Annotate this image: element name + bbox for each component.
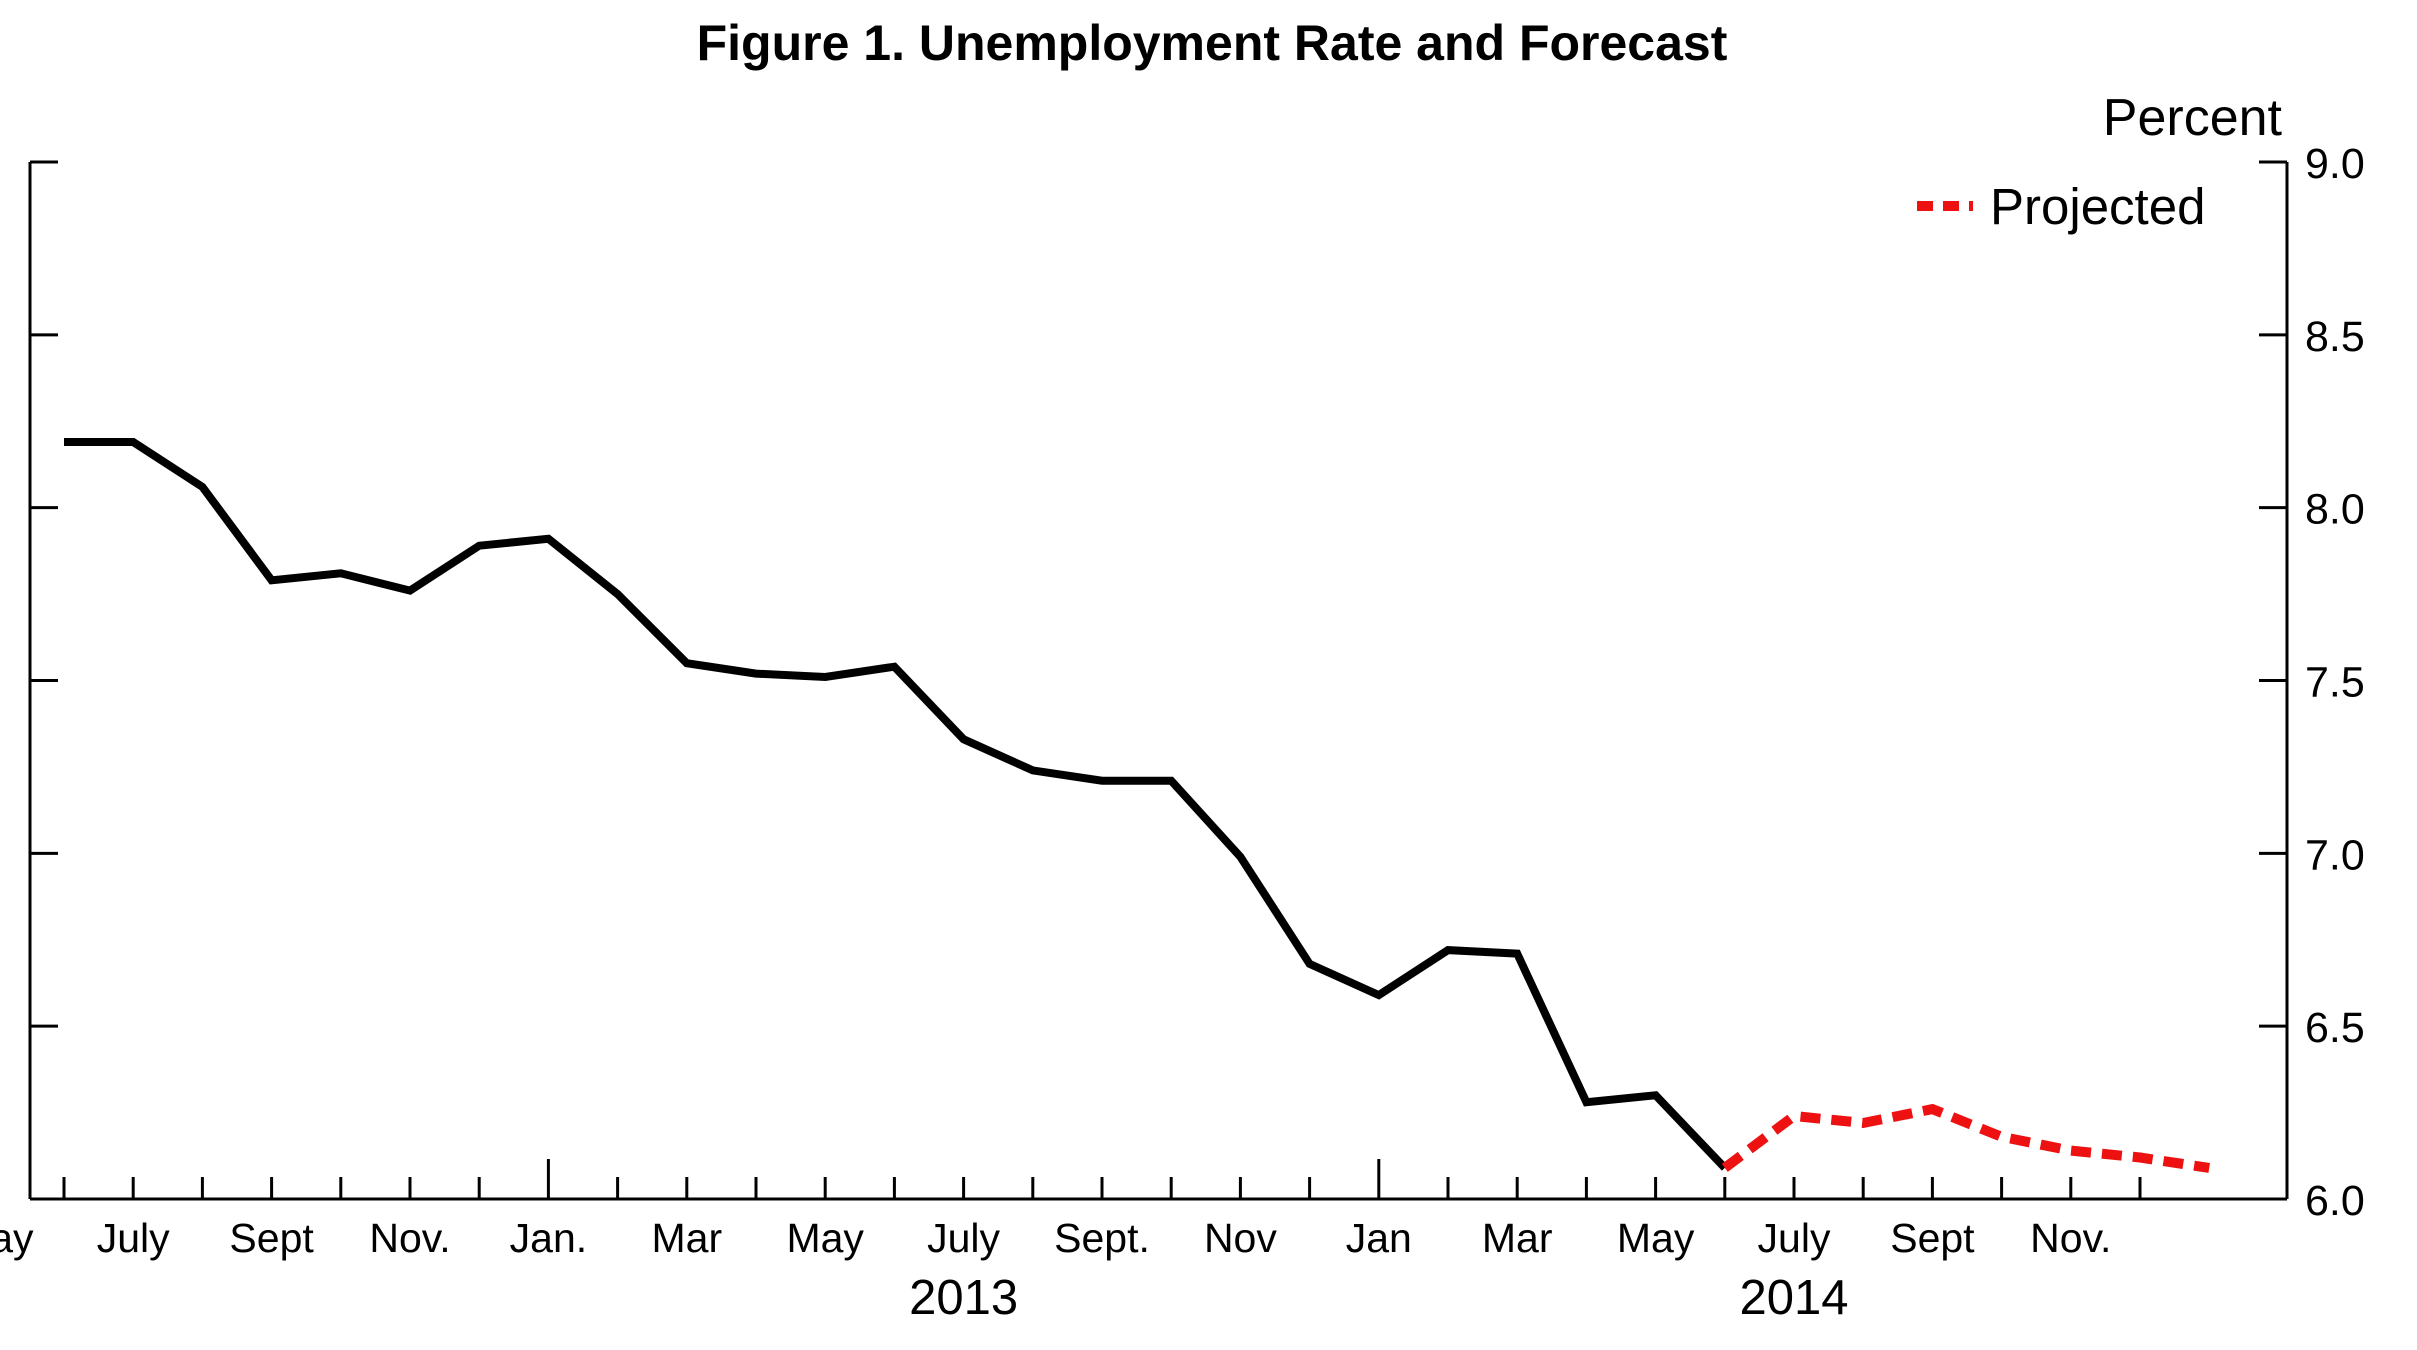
x-tick-label: Sept <box>229 1215 314 1261</box>
x-tick-label: May <box>1617 1215 1695 1261</box>
axes <box>28 162 2289 1201</box>
y-axis-ticks: 6.0 6.5 7.0 7.5 8.0 8.5 9.0 <box>30 140 2365 1225</box>
x-tick-label: May <box>0 1215 34 1261</box>
x-year-label: 2014 <box>1739 1271 1848 1325</box>
chart-title: Figure 1. Unemployment Rate and Forecast <box>697 15 1728 71</box>
x-tick-label: Nov. <box>2030 1215 2111 1261</box>
x-tick-label: Sept. <box>1054 1215 1150 1261</box>
y-tick-label: 8.5 <box>2305 313 2365 361</box>
x-tick-label: Jan. <box>510 1215 588 1261</box>
x-tick-label: Sept <box>1890 1215 1975 1261</box>
series-layer <box>64 438 2210 1173</box>
y-axis-unit-label: Percent <box>2103 89 2283 147</box>
y-tick-label: 8.0 <box>2305 486 2365 534</box>
y-tick-label: 9.0 <box>2305 140 2365 188</box>
x-tick-label: July <box>1758 1215 1831 1261</box>
x-tick-label: July <box>927 1215 1000 1261</box>
x-tick-label: May <box>786 1215 864 1261</box>
legend: Projected <box>1917 178 2205 235</box>
x-axis-ticks: May July Sept Nov. Jan. Mar May July Sept. Nov Jan… <box>0 1159 2142 1325</box>
y-tick-label: 6.5 <box>2305 1004 2365 1052</box>
x-year-label: 2013 <box>909 1271 1018 1325</box>
x-tick-label: Nov. <box>369 1215 450 1261</box>
x-tick-label: Jan <box>1346 1215 1412 1261</box>
y-tick-label: 6.0 <box>2305 1177 2365 1225</box>
y-tick-label: 7.5 <box>2305 659 2365 707</box>
x-tick-label: July <box>97 1215 170 1261</box>
y-tick-label: 7.0 <box>2305 831 2365 879</box>
x-tick-label: Nov <box>1204 1215 1277 1261</box>
series-line-projected <box>1721 1103 2210 1173</box>
series-line-actual <box>64 438 1728 1171</box>
legend-projected-label: Projected <box>1990 178 2205 235</box>
x-tick-label: Mar <box>651 1215 722 1261</box>
x-tick-label: Mar <box>1482 1215 1553 1261</box>
